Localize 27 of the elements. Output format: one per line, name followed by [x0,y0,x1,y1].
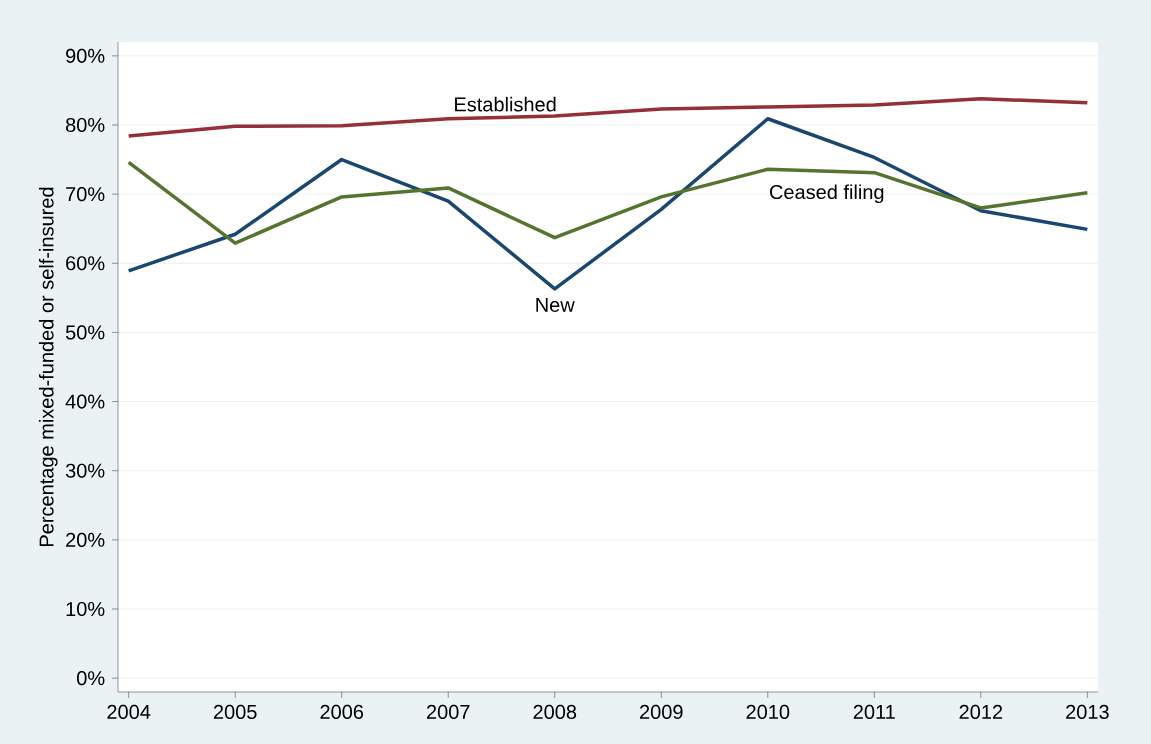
y-tick-label: 90% [66,48,105,63]
line-series [126,117,1090,291]
x-tick-label: 2004 [107,704,151,720]
y-tick-label: 30% [65,463,105,478]
y-tick-label: 40% [65,394,105,409]
line-series [126,160,1090,245]
y-tick-label: 10% [66,601,105,617]
y-tick-label: 20% [66,532,105,547]
x-tick-label: 2005 [213,704,257,720]
x-tick-label: 2006 [320,704,364,720]
x-tick-label: 2013 [1066,704,1109,720]
y-tick-label: 80% [65,117,105,133]
x-tick-label: 2010 [746,704,790,720]
x-tick-label: 2009 [640,704,683,720]
x-tick-label: 2007 [426,704,470,720]
x-tick-label: 2012 [959,704,1003,720]
y-tick-label: 50% [65,325,105,340]
series-label: Ceased filing [770,184,884,204]
y-tick-label: 0% [77,671,105,686]
y-tick-label: 60% [66,256,105,271]
y-axis-title: Percentage mixed-funded or self-insured [38,187,58,546]
series-label: Established [455,96,556,112]
x-tick-label: 2011 [853,704,895,720]
line-series [126,96,1090,138]
y-tick-label: 70% [66,187,105,202]
series-label: New [536,298,575,312]
x-tick-label: 2008 [533,704,577,720]
